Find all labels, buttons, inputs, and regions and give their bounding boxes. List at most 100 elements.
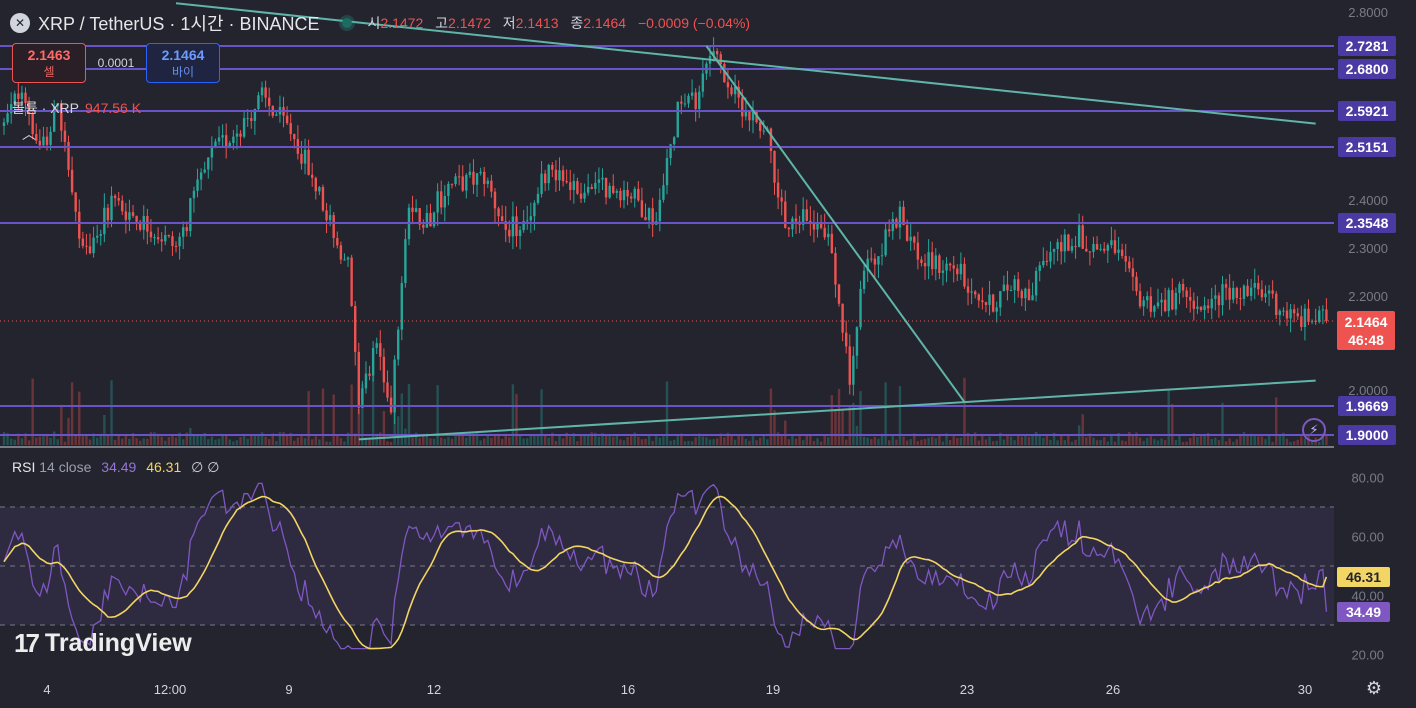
candle-body (321, 187, 325, 211)
volume-bar (576, 441, 579, 445)
candle-body (443, 196, 447, 208)
candle-body (1260, 289, 1264, 298)
rsi-tick-label: 60.00 (1351, 530, 1384, 545)
volume-bar (812, 441, 816, 445)
candle-body (1300, 316, 1303, 328)
candle-body (1292, 309, 1296, 314)
volume-bar (1131, 434, 1135, 445)
volume-bar (60, 404, 63, 445)
candle-body (56, 103, 59, 107)
candle-body (74, 192, 77, 212)
volume-bar (1275, 397, 1278, 445)
candle-body (207, 157, 210, 170)
volume-bar (1042, 437, 1045, 445)
volume-bar (526, 438, 529, 445)
candle-body (526, 220, 529, 222)
volume-bar (859, 391, 862, 445)
candle-body (468, 171, 472, 175)
chevron-up-icon[interactable]: ︿ (22, 126, 36, 142)
tradingview-watermark[interactable]: 17 TradingView (14, 628, 192, 658)
volume-bar (1099, 439, 1102, 445)
volume-bar (1070, 441, 1074, 445)
candle-body (6, 113, 9, 123)
volume-bar (1203, 435, 1206, 445)
time-tick-label: 19 (766, 682, 780, 697)
gear-icon[interactable]: ⚙ (1365, 677, 1383, 698)
candle-body (941, 270, 945, 273)
volume-bar (594, 432, 597, 445)
candle-body (723, 63, 726, 83)
volume-bar (1217, 440, 1221, 445)
volume-bar (622, 440, 626, 445)
volume-bar (146, 438, 149, 445)
horizontal-levels[interactable] (0, 45, 1334, 436)
volume-bar (1052, 432, 1056, 445)
candle-body (877, 256, 880, 265)
candle-body (658, 199, 662, 222)
volume-bar (920, 439, 923, 445)
volume-bar (260, 432, 264, 445)
lightning-alert-icon[interactable]: ⚡ (1302, 418, 1326, 442)
volume-bar (1303, 438, 1307, 445)
candle-body (268, 97, 271, 106)
candle-body (694, 92, 697, 110)
rsi-legend[interactable]: RSI 14 close 34.49 46.31 ∅ ∅ (12, 459, 220, 475)
rsi-tick-label: 40.00 (1351, 589, 1384, 604)
volume-bar (164, 440, 167, 445)
candle-body (307, 149, 310, 175)
volume-bar (723, 437, 726, 445)
candle-body (604, 177, 608, 198)
volume-bar (325, 441, 328, 445)
volume-bar (891, 435, 894, 445)
volume-bar (769, 388, 773, 445)
volume-bar (945, 433, 948, 445)
candle-body (744, 110, 748, 117)
volume-bar (715, 438, 719, 445)
volume-bar (35, 437, 38, 445)
trendlines[interactable] (175, 2, 1316, 441)
volume-bar (1138, 437, 1142, 445)
candle-body (20, 92, 24, 99)
candle-body (210, 146, 214, 158)
volume-bar (712, 439, 715, 445)
volume-bar (977, 440, 980, 445)
candle-body (1185, 290, 1188, 297)
volume-bar (837, 388, 841, 445)
candle-body (977, 294, 980, 301)
volume-bar (787, 439, 791, 445)
volume-bar (705, 437, 708, 445)
volume-legend[interactable]: 볼륨 · XRP 947.56 K (12, 100, 142, 116)
candle-body (1253, 283, 1256, 288)
volume-bar (583, 434, 586, 445)
candle-body (651, 208, 654, 225)
x-close-icon[interactable]: ✕ (10, 13, 30, 33)
volume-bar (626, 437, 629, 445)
volume-bar (99, 433, 102, 445)
symbol-title[interactable]: XRP / TetherUS · 1시간 · BINANCE (38, 14, 320, 34)
candle-body (285, 115, 289, 124)
candle-body (991, 294, 995, 312)
volume-bar (432, 438, 436, 445)
volume-bar (38, 436, 42, 445)
volume-bar (952, 436, 955, 445)
level-price-tag: 2.5151 (1338, 137, 1396, 157)
volume-bar (311, 439, 314, 445)
volume-bar (135, 438, 138, 445)
candle-body (819, 222, 823, 228)
volume-bar (612, 436, 615, 445)
volume-bar (1049, 439, 1052, 445)
buy-button[interactable]: 2.1464 바이 (146, 43, 220, 83)
sell-button[interactable]: 2.1463 셀 (12, 43, 86, 83)
candle-body (88, 246, 92, 254)
volume-bar (1267, 434, 1271, 445)
volume-bar (364, 437, 368, 445)
candle-body (726, 82, 730, 88)
candle-body (328, 215, 332, 221)
volume-bar (533, 435, 536, 445)
volume-bar (572, 433, 576, 445)
volume-bar (1006, 434, 1009, 445)
candle-body (934, 255, 937, 270)
volume-bar (966, 432, 970, 445)
volume-bar (307, 391, 310, 445)
